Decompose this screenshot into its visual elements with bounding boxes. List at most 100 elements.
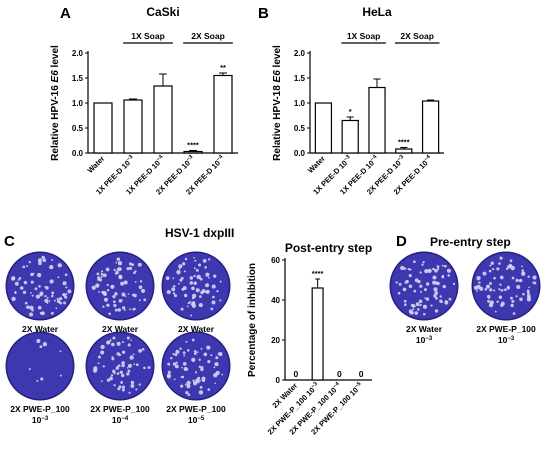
y-tick-label: 0.0: [294, 149, 306, 158]
plaque-dot: [173, 378, 176, 381]
plaque-dot: [105, 267, 110, 272]
plaque-dot: [196, 274, 201, 280]
plaque-dot: [129, 308, 132, 311]
plaque-dot: [120, 380, 124, 384]
group-bracket-label: 1X Soap: [347, 31, 381, 41]
plaque-dot: [522, 292, 525, 296]
plate-label: 2X Water: [178, 324, 215, 334]
plaque-dot: [207, 258, 211, 261]
plaque-dot: [218, 352, 223, 357]
plaque-dot: [180, 376, 183, 378]
plaque-dot: [207, 360, 211, 364]
plate-well: [87, 253, 153, 319]
plaque-dot: [210, 354, 213, 357]
plaque-dot: [93, 368, 98, 373]
plaque-dot: [219, 299, 222, 302]
plaque-dot: [499, 256, 503, 260]
plaque-dot: [121, 350, 126, 354]
plaque-dot: [109, 376, 113, 381]
plaque-dot: [521, 269, 525, 272]
plaque-dot: [194, 371, 198, 374]
plaque-dot: [100, 272, 104, 276]
plaque-dot: [212, 295, 215, 299]
plaque-dot: [143, 366, 146, 370]
plaque-dot: [121, 361, 125, 365]
y-tick-label: 0.5: [294, 124, 306, 133]
plaque-dot: [171, 287, 176, 292]
plaque-dot: [441, 274, 445, 278]
plaque-dot: [206, 345, 211, 350]
y-axis-label: Relative HPV-16 E6 level: [50, 45, 61, 161]
plaque-dot: [193, 267, 196, 270]
plaque-dot: [11, 296, 16, 302]
plaque-dot: [195, 288, 200, 293]
plaque-dot: [138, 349, 143, 353]
x-category-label: Water: [86, 154, 107, 175]
plaque-dot: [427, 268, 432, 274]
plaque-dot: [65, 293, 68, 296]
plaque-dot: [137, 262, 142, 267]
plaque-dot: [199, 295, 202, 298]
plaque-dot: [432, 275, 437, 280]
plaque-dot: [132, 353, 135, 356]
plaque-dot: [139, 280, 143, 283]
plaque-dot: [59, 374, 62, 377]
plaque-dot: [441, 264, 444, 267]
plaque-dot: [103, 292, 107, 296]
plaque-dot: [126, 267, 130, 271]
plaque-dot: [412, 304, 416, 308]
plaque-dot: [527, 275, 530, 278]
plaque-dot: [187, 393, 191, 397]
plaque-dot: [189, 281, 194, 285]
plaque-dot: [116, 372, 120, 375]
plaque-dot: [496, 267, 500, 271]
plaque-dot: [187, 301, 191, 305]
plaque-dot: [106, 283, 109, 287]
plaque-dot: [425, 282, 430, 286]
plaque-dot: [189, 300, 192, 303]
plaque-dot: [204, 266, 207, 269]
plaque-dot: [452, 282, 456, 286]
plaque-dot: [434, 291, 438, 295]
plate-label: 2X PWE-P_100: [166, 404, 226, 414]
plaque-dot: [42, 258, 47, 263]
plaque-dot: [34, 287, 38, 291]
plaque-dot: [193, 352, 197, 355]
plaque-dot: [140, 288, 146, 294]
plaque-dot: [476, 289, 478, 292]
plaque-dot: [213, 373, 218, 378]
plaque-dot: [482, 271, 487, 276]
plaque-dot: [29, 312, 34, 317]
plaque-dot: [492, 267, 495, 271]
plaque-dot: [210, 307, 214, 311]
plaque-dot: [419, 271, 422, 274]
plaque-dot: [186, 349, 190, 352]
plaque-dot: [489, 282, 492, 285]
plaque-dot: [166, 289, 171, 295]
plaque-dot: [440, 300, 443, 304]
plaque-dot: [172, 353, 175, 356]
plaque-dot: [192, 293, 197, 298]
plaque-dot: [39, 345, 43, 349]
plaque-dot: [23, 280, 28, 285]
plaque-dot: [120, 281, 125, 286]
plaque-dot: [211, 300, 216, 305]
plaque-dot: [30, 280, 34, 284]
plaque-dot: [417, 279, 421, 284]
plaque-dot: [423, 312, 426, 316]
plaque-dot: [127, 293, 130, 295]
plaque-dot: [55, 307, 58, 310]
plaque-dot: [186, 384, 191, 389]
plaque-dot: [24, 301, 28, 305]
plaque-dot: [190, 314, 193, 317]
plaque-dot: [205, 272, 210, 277]
plaque-dot: [198, 303, 203, 308]
plaque-dot: [419, 284, 423, 288]
bar: [123, 99, 143, 154]
plaque-dot: [116, 268, 120, 271]
